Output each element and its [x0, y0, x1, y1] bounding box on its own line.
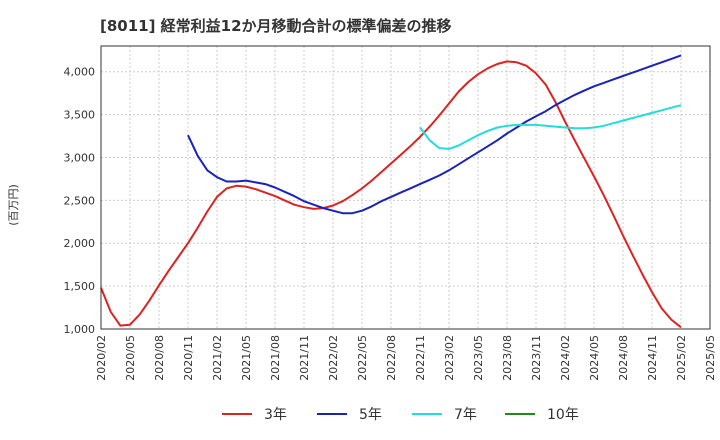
x-tick-label: 2022/05	[356, 335, 369, 381]
series-line-3年	[100, 60, 682, 329]
y-axis-label: (百万円)	[7, 184, 20, 226]
x-tick-label: 2023/05	[472, 335, 485, 381]
legend-label: 7年	[454, 407, 477, 423]
x-tick-label: 2024/02	[559, 335, 572, 381]
x-tick-label: 2021/11	[298, 335, 311, 381]
legend-label: 10年	[547, 407, 579, 423]
legend: 3年 5年 7年 10年	[222, 407, 579, 423]
x-axis-ticks: 2020/02 2020/05 2020/08 2020/11 2021/02 2021/…	[95, 335, 717, 381]
plot-area-border	[100, 45, 711, 330]
x-tick-label: 2021/08	[269, 335, 282, 381]
x-tick-label: 2020/11	[182, 335, 195, 381]
legend-label: 5年	[359, 407, 382, 423]
x-tick-label: 2023/08	[501, 335, 514, 381]
chart-title: [8011] 経常利益12か月移動合計の標準偏差の推移	[100, 17, 452, 35]
x-tick-label: 2025/05	[704, 335, 717, 381]
x-tick-label: 2024/08	[617, 335, 630, 381]
y-tick-label: 1,500	[64, 280, 96, 293]
x-tick-label: 2020/08	[153, 335, 166, 381]
y-tick-label: 4,000	[64, 66, 96, 79]
x-tick-label: 2024/05	[588, 335, 601, 381]
x-tick-label: 2021/02	[211, 335, 224, 381]
x-tick-label: 2023/11	[530, 335, 543, 381]
x-tick-label: 2022/11	[414, 335, 427, 381]
y-axis-ticks: 1,000 1,500 2,000 2,500 3,000 3,500 4,000	[64, 66, 96, 336]
y-tick-label: 3,000	[64, 151, 96, 164]
legend-label: 3年	[264, 407, 287, 423]
y-tick-label: 2,000	[64, 237, 96, 250]
y-tick-label: 3,500	[64, 109, 96, 122]
x-tick-label: 2022/08	[385, 335, 398, 381]
grid-lines	[100, 46, 711, 330]
y-tick-label: 2,500	[64, 194, 96, 207]
series-line-7年	[419, 104, 682, 150]
x-tick-label: 2025/02	[675, 335, 688, 381]
y-tick-label: 1,000	[64, 323, 96, 336]
x-tick-label: 2024/11	[646, 335, 659, 381]
x-tick-label: 2023/02	[443, 335, 456, 381]
x-tick-label: 2022/02	[327, 335, 340, 381]
x-tick-label: 2020/02	[95, 335, 108, 381]
series-line-5年	[187, 54, 682, 215]
x-tick-label: 2020/05	[124, 335, 137, 381]
series-lines	[100, 54, 682, 329]
x-tick-label: 2021/05	[240, 335, 253, 381]
